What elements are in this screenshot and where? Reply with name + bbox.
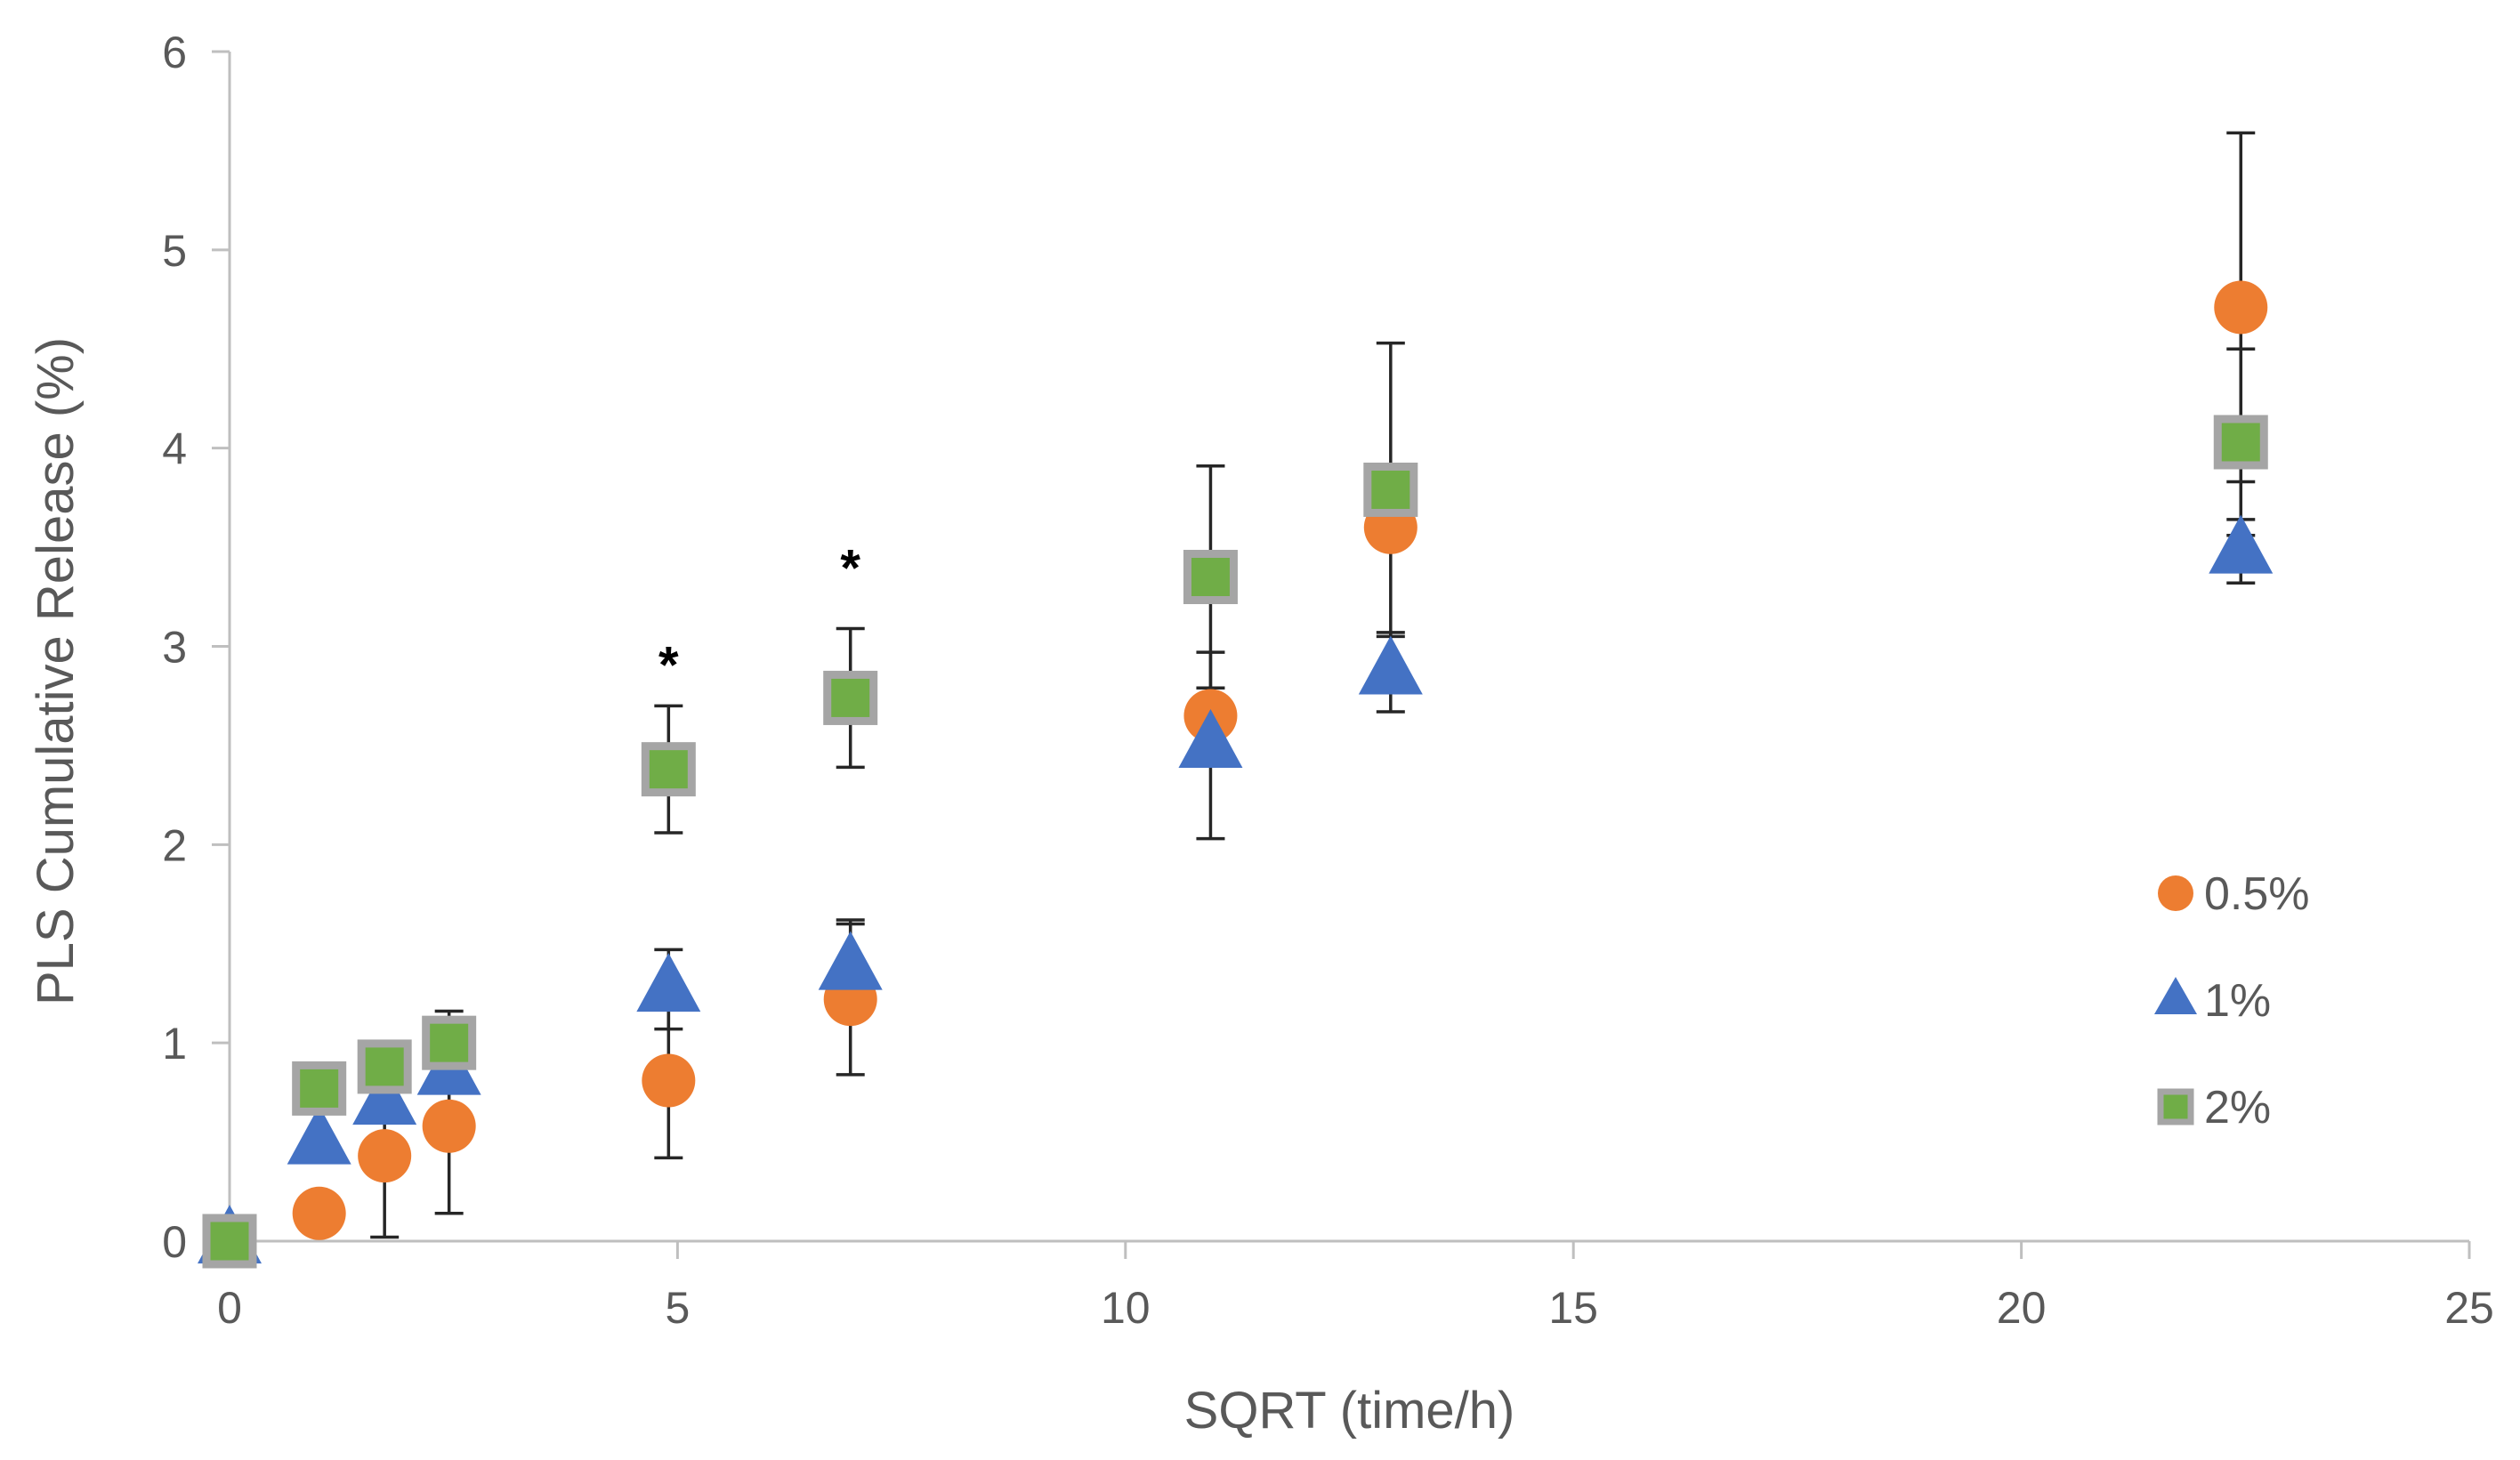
x-tick-label: 10	[1101, 1283, 1151, 1333]
y-tick-label: 5	[162, 226, 187, 276]
point-circle	[292, 1186, 346, 1240]
point-square	[641, 742, 696, 797]
point-circle	[422, 1099, 476, 1153]
y-tick-label: 3	[162, 623, 187, 673]
point-square	[202, 1214, 257, 1269]
x-tick-label: 5	[665, 1283, 690, 1333]
legend: 0.5% 1% 2%	[2154, 868, 2310, 1133]
legend-item: 2%	[2157, 1082, 2271, 1133]
point-square	[1183, 550, 1238, 605]
annotations: **	[658, 539, 860, 694]
y-tick-label: 4	[162, 424, 187, 474]
y-tick-label: 1	[162, 1019, 187, 1069]
data-points	[198, 280, 2274, 1269]
point-triangle	[1358, 635, 1423, 695]
y-tick-label: 6	[162, 28, 187, 77]
point-square	[422, 1015, 477, 1070]
legend-item: 1%	[2154, 975, 2271, 1027]
significance-marker: *	[658, 637, 679, 695]
x-tick-label: 25	[2444, 1283, 2494, 1333]
axes: 0 1 2 3 4 5 6 0 5 10 15 20 25 SQRT (time/h) PLS Cumula…	[27, 28, 2494, 1440]
point-triangle	[818, 931, 883, 990]
point-triangle	[1178, 708, 1243, 768]
point-triangle	[352, 1066, 417, 1125]
point-square	[357, 1039, 412, 1094]
significance-marker: *	[840, 539, 860, 597]
x-tick-label: 20	[1997, 1283, 2047, 1333]
legend-triangle-icon	[2154, 977, 2197, 1014]
point-square	[292, 1061, 347, 1116]
x-tick-label: 0	[217, 1283, 242, 1333]
point-square	[1363, 462, 1418, 517]
point-circle	[2214, 280, 2268, 335]
y-tick-label: 0	[162, 1217, 187, 1267]
point-square	[2213, 415, 2268, 470]
point-triangle	[2209, 514, 2274, 574]
point-triangle	[287, 1105, 351, 1165]
legend-label: 2%	[2204, 1082, 2271, 1133]
legend-label: 1%	[2204, 975, 2271, 1027]
legend-square-icon	[2157, 1088, 2194, 1125]
y-axis-title: PLS Cumulative Release (%)	[27, 337, 85, 1005]
y-tick-label: 2	[162, 820, 187, 870]
legend-item: 0.5%	[2158, 868, 2310, 920]
x-axis-title: SQRT (time/h)	[1184, 1382, 1515, 1440]
point-triangle	[636, 953, 701, 1012]
point-circle	[642, 1053, 696, 1108]
point-square	[823, 670, 878, 725]
legend-circle-icon	[2158, 875, 2193, 911]
x-tick-label: 15	[1548, 1283, 1598, 1333]
legend-label: 0.5%	[2204, 868, 2310, 920]
point-circle	[358, 1129, 412, 1183]
